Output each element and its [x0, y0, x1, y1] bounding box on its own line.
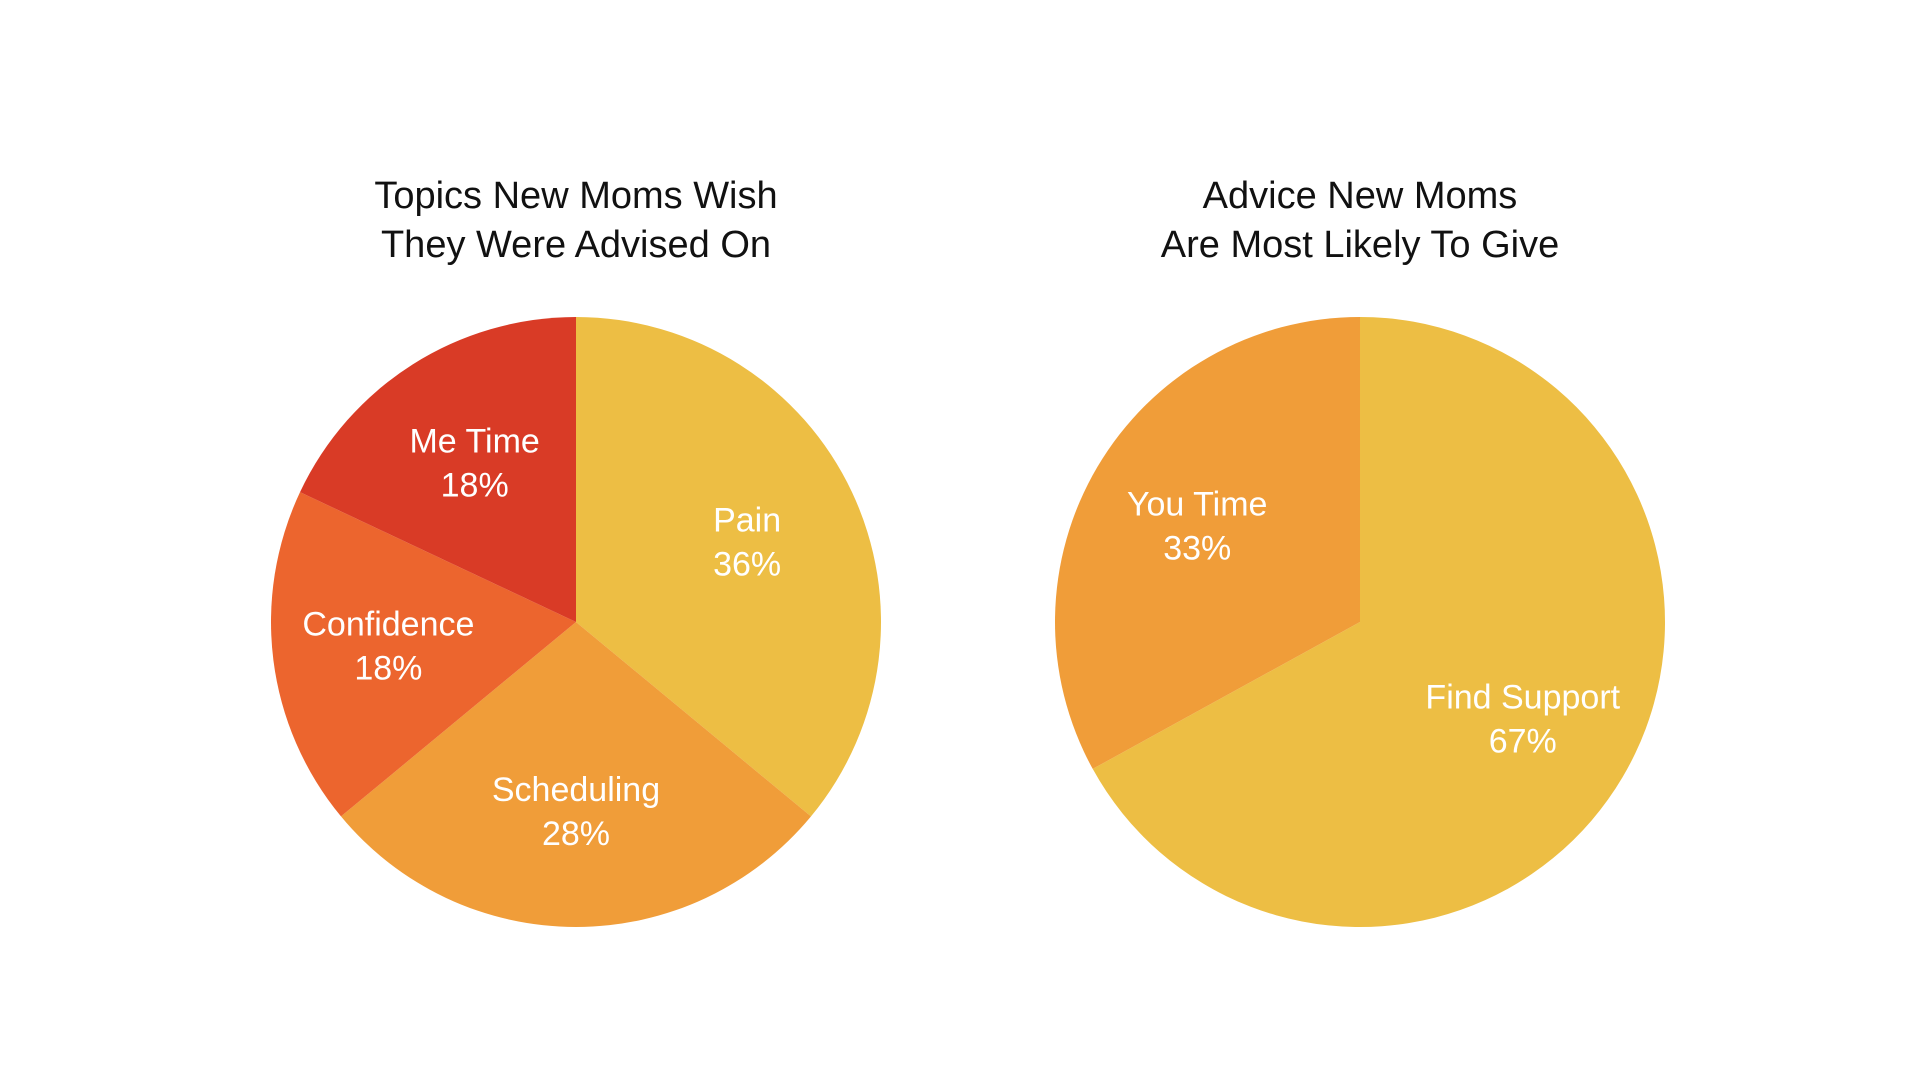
chart-title-left-line-2: They Were Advised On: [380, 224, 772, 266]
pie-right-slice-find-support-value: 67%: [1489, 722, 1557, 760]
pie-right-slice-you-time: [1055, 317, 1360, 769]
chart-title-left: Topics New Moms Wish They Were Advised O…: [256, 172, 896, 270]
chart-title-left-line-1: Topics New Moms Wish: [374, 175, 778, 217]
pie-left-slice-confidence-label: Confidence: [302, 606, 474, 644]
pie-left-slice-me-time: [300, 317, 576, 622]
pie-left-slice-pain-value: 36%: [713, 545, 781, 583]
pie-left-slice-scheduling-label: Scheduling: [492, 771, 660, 809]
pie-left-slice-pain-label: Pain: [713, 501, 781, 539]
pie-left-slice-me-time-label: Me Time: [409, 422, 539, 460]
pie-left-slice-scheduling: [340, 622, 812, 927]
chart-title-right-line-1: Advice New Moms: [1202, 175, 1518, 217]
pie-left-slice-pain: [576, 317, 882, 817]
chart-title-right: Advice New Moms Are Most Likely To Give: [1040, 172, 1680, 270]
pie-left-slice-confidence: [270, 492, 576, 817]
pie-right-slice-you-time-label: You Time: [1127, 486, 1268, 524]
pie-right-slice-find-support-label: Find Support: [1425, 678, 1620, 716]
chart-title-right-line-2: Are Most Likely To Give: [1160, 224, 1560, 266]
pie-left-slice-scheduling-value: 28%: [542, 815, 610, 853]
pie-right-slice-you-time-value: 33%: [1163, 530, 1231, 568]
pie-left-slice-me-time-value: 18%: [441, 466, 509, 504]
pie-right-slice-find-support: [1092, 317, 1666, 927]
pie-left-slice-confidence-value: 18%: [354, 650, 422, 688]
